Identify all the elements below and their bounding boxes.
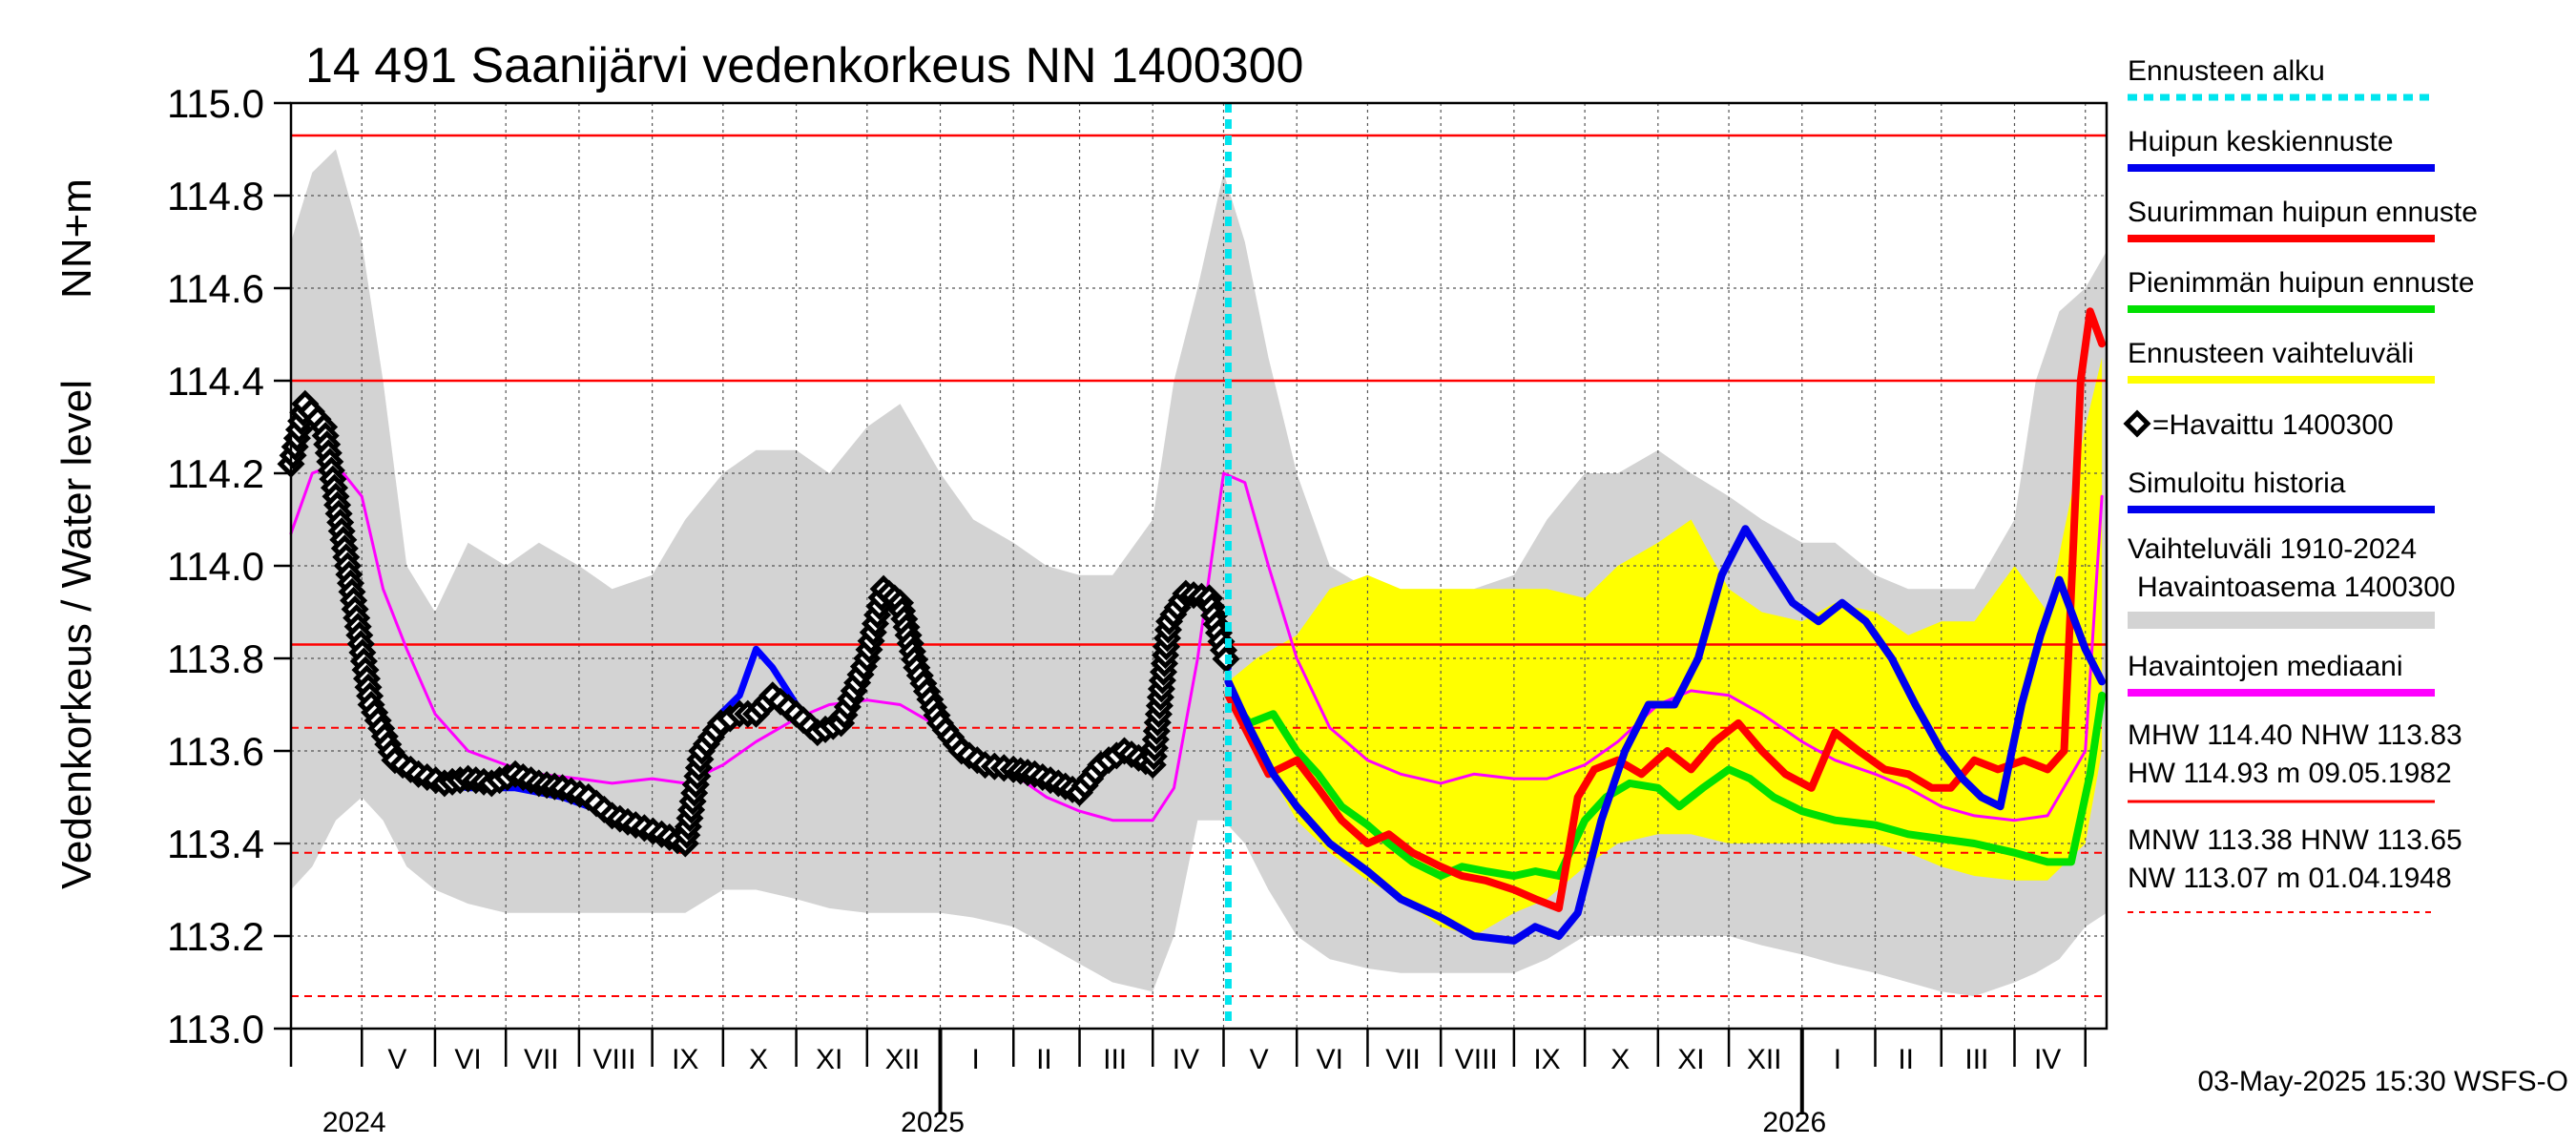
legend-label-mnw-113-38-hnw-113-65: MNW 113.38 HNW 113.65 bbox=[2128, 824, 2462, 856]
series-huipun-keskiennuste bbox=[1224, 525, 2107, 945]
month-label: VI bbox=[1317, 1044, 1343, 1075]
y-tick-label: 114.0 bbox=[167, 544, 264, 589]
legend-label-huipun-keskiennuste: Huipun keskiennuste bbox=[2128, 126, 2394, 157]
month-label: II bbox=[1898, 1044, 1914, 1075]
month-label: IV bbox=[1173, 1044, 1199, 1075]
legend-label2-mhw-114-40-nhw-113-83: HW 114.93 m 09.05.1982 bbox=[2128, 758, 2452, 789]
reference-lines bbox=[291, 134, 2107, 998]
forecast-range-area bbox=[1228, 357, 2103, 936]
month-label: V bbox=[387, 1044, 406, 1075]
month-label: XI bbox=[1677, 1044, 1704, 1075]
month-label: VIII bbox=[593, 1044, 636, 1075]
y-axis-ticks: 113.0 113.2 113.4 113.6 113.8 114.0 114.2 114.4… bbox=[167, 81, 291, 1051]
legend-label-havaintojen-mediaani: Havaintojen mediaani bbox=[2128, 651, 2403, 682]
chart-title: 14 491 Saanijärvi vedenkorkeus NN 140030… bbox=[305, 38, 1303, 94]
series-pienimm-n-huipun-ennuste bbox=[1224, 691, 2107, 880]
legend-label-suurimman-huipun-ennuste: Suurimman huipun ennuste bbox=[2128, 197, 2478, 228]
legend-marker-icon bbox=[2123, 409, 2151, 438]
year-label: 2024 bbox=[322, 1107, 386, 1138]
year-label: 2025 bbox=[901, 1107, 965, 1138]
month-label: XI bbox=[816, 1044, 842, 1075]
plot-area bbox=[277, 101, 2109, 1030]
y-tick-label: 114.2 bbox=[167, 451, 264, 496]
y-tick-label: 113.2 bbox=[167, 914, 264, 959]
month-label: V bbox=[1250, 1044, 1269, 1075]
month-label: VII bbox=[1385, 1044, 1421, 1075]
y-tick-label: 114.6 bbox=[167, 266, 264, 311]
footer-timestamp: 03-May-2025 15:30 WSFS-O bbox=[2198, 1066, 2569, 1097]
month-label: IX bbox=[1533, 1044, 1560, 1075]
historical-range-area bbox=[291, 149, 2107, 997]
y-tick-label: 113.4 bbox=[167, 822, 264, 866]
series-suurimman-huipun-ennuste bbox=[1224, 307, 2107, 912]
month-label: X bbox=[749, 1044, 768, 1075]
legend-label-pienimm-n-huipun-ennuste: Pienimmän huipun ennuste bbox=[2128, 267, 2475, 299]
legend-label2-mnw-113-38-hnw-113-65: NW 113.07 m 01.04.1948 bbox=[2128, 863, 2452, 894]
month-label: VIII bbox=[1455, 1044, 1498, 1075]
legend-label-ennusteen-alku: Ennusteen alku bbox=[2128, 55, 2325, 87]
y-tick-label: 114.8 bbox=[167, 174, 264, 219]
month-label: VI bbox=[454, 1044, 481, 1075]
month-label: XII bbox=[1747, 1044, 1782, 1075]
legend-label-ennusteen-vaihteluv-li: Ennusteen vaihteluväli bbox=[2128, 338, 2414, 369]
month-label: XII bbox=[885, 1044, 921, 1075]
month-label: II bbox=[1036, 1044, 1052, 1075]
y-axis-unit: NN+m bbox=[53, 178, 100, 299]
month-label: III bbox=[1103, 1044, 1127, 1075]
legend-label2-vaihteluv-li-1910-2024: Havaintoasema 1400300 bbox=[2137, 572, 2456, 603]
legend-label-vaihteluv-li-1910-2024: Vaihteluväli 1910-2024 bbox=[2128, 533, 2417, 565]
month-label: X bbox=[1610, 1044, 1630, 1075]
observed-markers bbox=[277, 389, 1240, 858]
legend: Ennusteen alku Huipun keskiennuste Suurimm… bbox=[2123, 55, 2478, 913]
legend-label-mhw-114-40-nhw-113-83: MHW 114.40 NHW 113.83 bbox=[2128, 719, 2462, 751]
month-label: VII bbox=[524, 1044, 559, 1075]
x-axis: V VI VII VIII IX X XI XII I II III IV V VI VII VIII IX X X… bbox=[289, 1029, 2087, 1138]
historical-range-band bbox=[291, 149, 2107, 997]
month-label: IV bbox=[2034, 1044, 2061, 1075]
legend-label-simuloitu-historia: Simuloitu historia bbox=[2128, 468, 2346, 499]
year-label: 2026 bbox=[1762, 1107, 1826, 1138]
month-label: I bbox=[971, 1044, 979, 1075]
month-label: IX bbox=[672, 1044, 698, 1075]
month-label: III bbox=[1964, 1044, 1988, 1075]
month-label: I bbox=[1834, 1044, 1841, 1075]
forecast-range-band bbox=[1228, 357, 2103, 936]
y-tick-label: 113.0 bbox=[167, 1007, 264, 1051]
y-tick-label: 113.8 bbox=[167, 636, 264, 681]
y-tick-label: 114.4 bbox=[167, 359, 264, 404]
y-tick-label: 113.6 bbox=[167, 729, 264, 774]
y-tick-label: 115.0 bbox=[167, 81, 264, 126]
legend-label-havaittu-1400300: =Havaittu 1400300 bbox=[2152, 409, 2394, 441]
y-axis-label: Vedenkorkeus / Water level bbox=[53, 380, 100, 889]
